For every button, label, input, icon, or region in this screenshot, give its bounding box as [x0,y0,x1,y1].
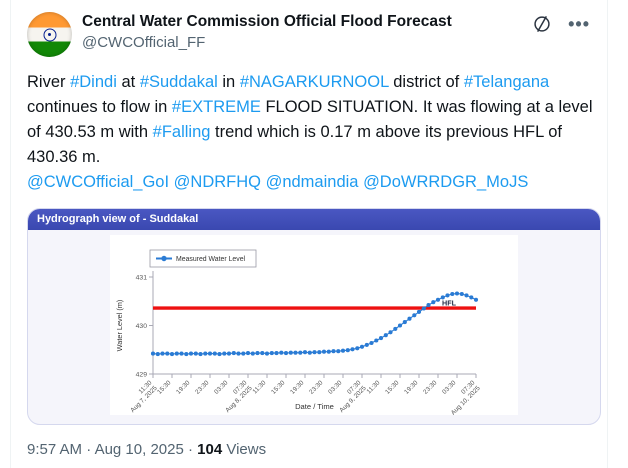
tweet-meta: 9:57 AM · Aug 10, 2025 · 104 Views [27,440,590,460]
svg-text:03:30: 03:30 [213,379,230,396]
tweet-text-segment: at [116,73,140,91]
views-count: 104 [197,441,223,458]
tweet-text-segment: FLOOD SITUATION. It was flowing at a lev… [27,98,593,141]
svg-text:11:30Aug 7, 2025: 11:30Aug 7, 2025 [124,379,159,414]
mention-link[interactable]: @NDRFHQ [173,173,261,191]
svg-text:Water Level (m): Water Level (m) [115,300,124,352]
svg-text:Date / Time: Date / Time [295,402,334,411]
svg-text:19:30: 19:30 [175,379,192,396]
author-name[interactable]: Central Water Commission Official Flood … [82,13,452,30]
svg-text:15:30: 15:30 [270,379,287,396]
ashoka-chakra-icon [43,28,56,41]
svg-text:19:30: 19:30 [289,379,306,396]
tweet-text-segment: trend which is 0.17 m above its previous… [27,123,563,166]
author-names: Central Water Commission Official Flood … [82,12,452,53]
svg-text:431: 431 [136,274,148,281]
hashtag-link[interactable]: #Falling [152,123,211,141]
post-date: Aug 10, 2025 [94,441,184,458]
svg-text:11:30: 11:30 [365,379,381,395]
svg-text:11:30: 11:30 [251,379,267,395]
tweet: Central Water Commission Official Flood … [27,12,601,460]
mention-link[interactable]: @ndmaindia [265,173,359,191]
more-button[interactable]: ••• [568,14,590,34]
meta-separator: · [187,441,193,458]
svg-text:03:30: 03:30 [441,379,458,396]
svg-text:03:30: 03:30 [327,379,344,396]
tweet-text-segment: continues to flow in [27,98,172,116]
hashtag-link[interactable]: #NAGARKURNOOL [239,73,389,91]
grok-icon [532,14,552,34]
tweet-column: Central Water Commission Official Flood … [10,0,608,468]
hashtag-link[interactable]: #Telangana [463,73,550,91]
tweet-text-segment: in [217,73,240,91]
views-label: Views [226,441,267,458]
mention-link[interactable]: @CWCOfficial_GoI [27,173,170,191]
header-actions: ••• [532,12,590,34]
more-icon: ••• [568,14,590,34]
svg-text:15:30: 15:30 [384,379,401,396]
chart-title-bar: Hydrograph view of - Suddakal [28,209,600,230]
svg-text:23:30: 23:30 [422,379,439,396]
tweet-mentions: @CWCOfficial_GoI @NDRFHQ @ndmaindia @DoW… [27,170,602,195]
svg-text:429: 429 [136,371,148,378]
tweet-text: River #Dindi at #Suddakal in #NAGARKURNO… [27,70,602,170]
avatar[interactable] [27,12,72,57]
svg-text:430: 430 [136,323,148,330]
svg-text:15:30: 15:30 [156,379,173,396]
tweet-text-segment: district of [388,73,464,91]
svg-text:19:30: 19:30 [403,379,420,396]
mention-link[interactable]: @DoWRRDGR_MoJS [363,173,529,191]
svg-text:Measured Water Level: Measured Water Level [176,256,246,263]
tweet-media-chart[interactable]: Hydrograph view of - Suddakal 429 430 431 1… [27,208,601,425]
chart-body: 429 430 431 11:30Aug 7, 2025 15:30 19:30 23:30… [28,230,600,424]
grok-button[interactable] [532,14,552,34]
meta-separator: · [86,441,92,458]
hashtag-link[interactable]: #Suddakal [139,73,218,91]
author-handle: @CWCOfficial_FF [82,34,206,51]
post-time: 9:57 AM [27,441,83,458]
tweet-header: Central Water Commission Official Flood … [27,12,590,57]
hashtag-link[interactable]: #Dindi [70,73,117,91]
hashtag-link[interactable]: #EXTREME [171,98,261,116]
svg-text:23:30: 23:30 [194,379,211,396]
svg-text:23:30: 23:30 [308,379,325,396]
svg-text:HFL: HFL [442,299,457,308]
tweet-text-segment: River [27,73,71,91]
